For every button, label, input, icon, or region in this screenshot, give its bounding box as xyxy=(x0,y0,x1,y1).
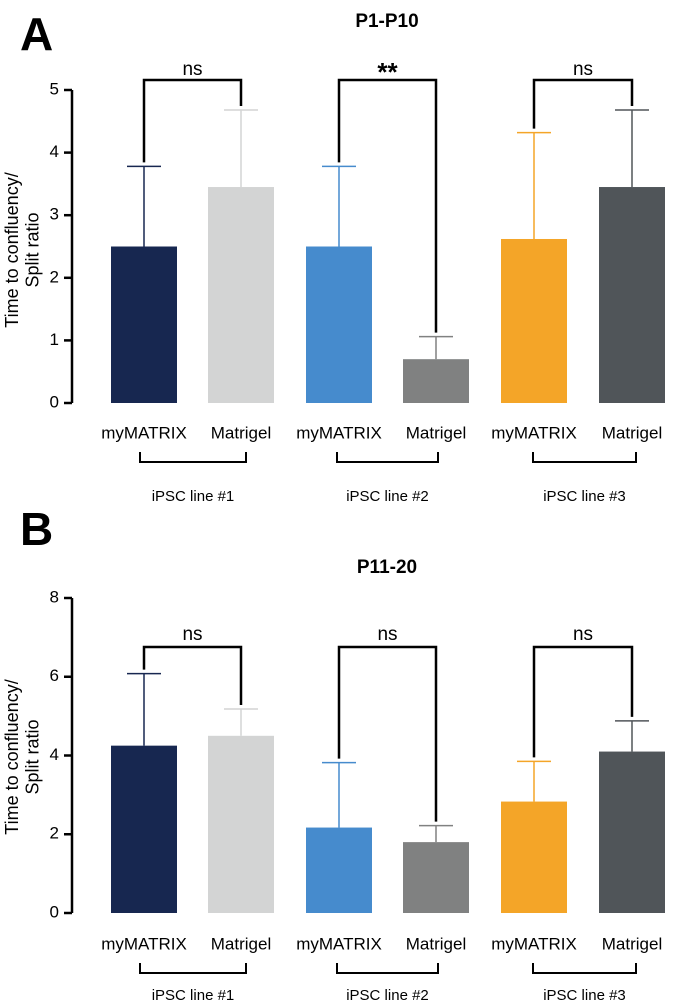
group-label: iPSC line #2 xyxy=(346,488,429,505)
group-bracket xyxy=(532,963,637,974)
bar xyxy=(599,751,665,913)
y-axis-label-line: Split ratio xyxy=(23,212,43,287)
category-label: myMATRIX xyxy=(491,934,577,953)
y-tick-label: 4 xyxy=(50,142,59,161)
category-label: myMATRIX xyxy=(491,423,577,442)
y-axis-label-line: Time to confluency/ xyxy=(2,679,22,834)
significance-label: ** xyxy=(377,57,398,87)
y-tick-label: 0 xyxy=(50,392,59,411)
panel-letter: B xyxy=(20,503,53,555)
category-label: Matrigel xyxy=(211,423,271,442)
group-bracket xyxy=(336,963,439,974)
category-label: myMATRIX xyxy=(101,423,187,442)
significance-bracket xyxy=(337,645,438,822)
category-label: Matrigel xyxy=(211,934,271,953)
y-axis-label: Time to confluency/Split ratio xyxy=(2,172,43,327)
significance-bracket xyxy=(532,78,634,129)
group-label: iPSC line #2 xyxy=(346,987,429,1004)
significance-label: ns xyxy=(573,59,593,80)
y-tick-label: 3 xyxy=(50,205,59,224)
bar xyxy=(208,187,274,403)
y-tick-label: 5 xyxy=(50,79,59,98)
bar xyxy=(111,745,177,913)
y-tick-label: 6 xyxy=(50,666,59,685)
y-tick-label: 4 xyxy=(50,745,59,764)
group-bracket xyxy=(139,452,247,463)
y-axis-label-line: Split ratio xyxy=(23,719,43,794)
significance-label: ns xyxy=(182,624,202,645)
category-label: myMATRIX xyxy=(101,934,187,953)
bar xyxy=(306,827,372,913)
bar xyxy=(111,246,177,403)
category-label: Matrigel xyxy=(602,934,662,953)
category-label: myMATRIX xyxy=(296,423,382,442)
significance-label: ns xyxy=(377,624,397,645)
y-tick-label: 8 xyxy=(50,587,59,606)
significance-bracket xyxy=(337,78,438,333)
y-axis-label-line: Time to confluency/ xyxy=(2,172,22,327)
bar xyxy=(501,238,567,403)
category-label: Matrigel xyxy=(602,423,662,442)
significance-label: ns xyxy=(182,59,202,80)
y-tick-label: 2 xyxy=(50,824,59,843)
category-label: myMATRIX xyxy=(296,934,382,953)
group-bracket xyxy=(532,452,637,463)
group-bracket xyxy=(336,452,439,463)
significance-bracket xyxy=(142,645,243,706)
group-label: iPSC line #3 xyxy=(543,987,626,1004)
y-axis-label: Time to confluency/Split ratio xyxy=(2,679,43,834)
group-bracket xyxy=(139,963,247,974)
bar xyxy=(403,359,469,403)
significance-bracket xyxy=(532,645,634,758)
y-tick-label: 1 xyxy=(50,330,59,349)
group-label: iPSC line #1 xyxy=(152,488,235,505)
bar xyxy=(306,246,372,403)
bar xyxy=(403,842,469,913)
category-label: Matrigel xyxy=(406,934,466,953)
y-tick-label: 2 xyxy=(50,267,59,286)
group-label: iPSC line #1 xyxy=(152,987,235,1004)
y-tick-label: 0 xyxy=(50,902,59,921)
bar xyxy=(599,187,665,403)
significance-label: ns xyxy=(573,624,593,645)
chart-title: P11-20 xyxy=(357,557,417,578)
bar xyxy=(208,735,274,913)
category-label: Matrigel xyxy=(406,423,466,442)
chart-title: P1-P10 xyxy=(355,11,418,32)
panel-letter: A xyxy=(20,8,53,60)
group-label: iPSC line #3 xyxy=(543,488,626,505)
significance-bracket xyxy=(142,78,243,163)
bar xyxy=(501,801,567,913)
